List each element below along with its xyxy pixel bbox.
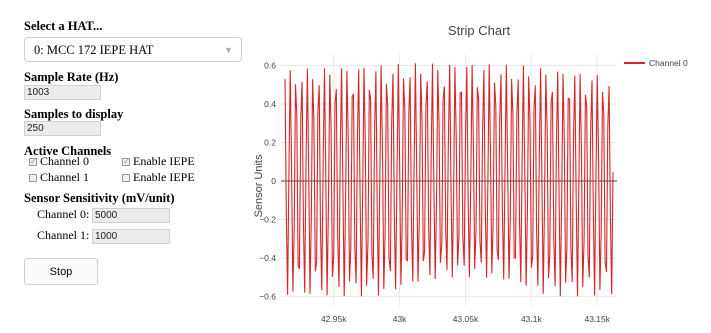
samples-label: Samples to display bbox=[24, 107, 124, 121]
sensitivity-ch0-label: Channel 0: bbox=[37, 207, 90, 221]
sensitivity-ch0-input[interactable]: 5000 bbox=[92, 208, 170, 223]
samples-input[interactable]: 250 bbox=[24, 121, 101, 136]
y-tick-label: 0.2 bbox=[264, 137, 276, 147]
hat-label: Select a HAT... bbox=[24, 19, 103, 33]
channel-0-line bbox=[284, 63, 614, 297]
control-panel: Select a HAT... 0: MCC 172 IEPE HAT ▼ Sa… bbox=[0, 0, 250, 333]
y-tick-label: −0.4 bbox=[259, 253, 276, 263]
active-channels-label: Active Channels bbox=[24, 144, 112, 158]
channel-1-label: Channel 1 bbox=[40, 170, 89, 184]
chart-legend: Channel 0 bbox=[624, 58, 688, 68]
x-tick-label: 43.15k bbox=[584, 314, 610, 324]
y-tick-label: 0.4 bbox=[264, 99, 276, 109]
sensitivity-ch1-input[interactable]: 1000 bbox=[92, 229, 170, 244]
channel-0-iepe-label: Enable IEPE bbox=[133, 154, 195, 168]
channel-0-label: Channel 0 bbox=[40, 154, 89, 168]
channel-1-checkbox[interactable] bbox=[29, 174, 37, 182]
channel-1-iepe-label: Enable IEPE bbox=[133, 170, 195, 184]
chevron-down-icon: ▼ bbox=[224, 45, 233, 55]
hat-select[interactable]: 0: MCC 172 IEPE HAT ▼ bbox=[24, 37, 242, 62]
sensitivity-ch1-label: Channel 1: bbox=[37, 228, 90, 242]
x-tick-label: 42.95k bbox=[321, 314, 347, 324]
stop-button[interactable]: Stop bbox=[24, 258, 98, 285]
hat-select-value: 0: MCC 172 IEPE HAT bbox=[34, 43, 154, 57]
y-axis-ticks: 0.6 0.4 0.2 0 −0.2 −0.4 −0.6 bbox=[259, 61, 276, 302]
y-tick-label: 0 bbox=[271, 176, 276, 186]
x-tick-label: 43.1k bbox=[521, 314, 543, 324]
channel-0-iepe-checkbox[interactable]: ✓ bbox=[122, 157, 130, 166]
channel-1-iepe-checkbox[interactable] bbox=[122, 174, 130, 182]
y-tick-label: −0.6 bbox=[259, 291, 276, 301]
chart-series bbox=[284, 63, 614, 297]
channel-0-checkbox[interactable]: ✓ bbox=[29, 157, 37, 166]
x-tick-label: 43k bbox=[393, 314, 407, 324]
y-tick-label: −0.2 bbox=[259, 214, 276, 224]
x-tick-label: 43.05k bbox=[453, 314, 479, 324]
y-axis-label: Sensor Units bbox=[253, 154, 265, 217]
sample-rate-input[interactable]: 1003 bbox=[24, 85, 101, 100]
sensitivity-label: Sensor Sensitivity (mV/unit) bbox=[24, 191, 175, 205]
chart-title: Strip Chart bbox=[448, 23, 511, 38]
x-axis-ticks: 42.95k 43k 43.05k 43.1k 43.15k bbox=[321, 314, 611, 324]
legend-label: Channel 0 bbox=[649, 58, 688, 68]
y-tick-label: 0.6 bbox=[264, 61, 276, 71]
sample-rate-label: Sample Rate (Hz) bbox=[24, 70, 119, 84]
